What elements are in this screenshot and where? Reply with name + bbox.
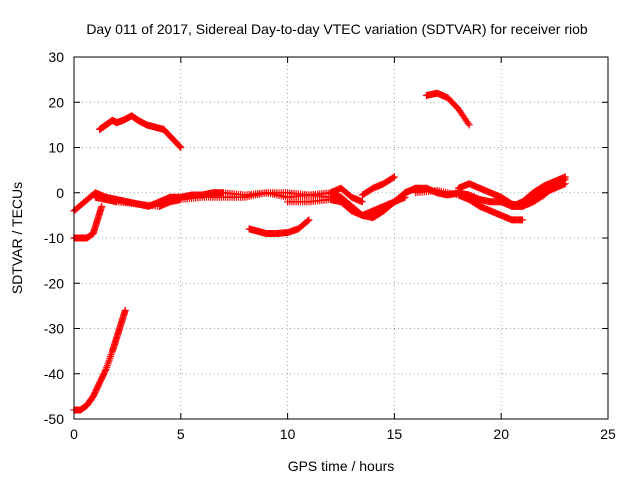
series-arc-high-right [422,89,473,129]
y-tick-label: -50 [44,411,64,427]
data-point [465,121,473,129]
x-tick-label: 15 [387,426,403,442]
data-points [70,89,569,414]
data-point [101,367,109,375]
x-tick-label: 0 [70,426,78,442]
y-tick-label: -40 [44,366,64,382]
x-tick-label: 5 [177,426,185,442]
y-axis-label: SDTVAR / TECUs [9,182,25,294]
y-tick-label: -30 [44,321,64,337]
y-tick-label: 30 [48,49,64,65]
data-point [358,198,366,206]
series-arc-rise-15 [358,173,398,199]
series-arc-bump [326,189,409,222]
data-point [176,143,184,151]
data-point [98,202,106,210]
data-point [389,174,397,182]
series-arc-mid-dip [245,216,313,237]
data-point [177,144,185,151]
data-point [305,216,313,224]
x-axis-label: GPS time / hours [288,458,395,474]
data-point [561,173,569,181]
x-tick-label: 25 [600,426,616,442]
y-tick-label: 0 [56,185,64,201]
chart-title: Day 011 of 2017, Sidereal Day-to-day VTE… [86,21,588,37]
grid-lines [74,57,608,419]
axis-ticks: 0 5 10 15 20 25 -50 -40 -30 -20 -10 0 10 20 30 [44,49,616,442]
series-arc-right-d [508,173,569,210]
x-tick-label: 10 [280,426,296,442]
plot-frame [73,56,609,420]
x-tick-label: 20 [493,426,509,442]
data-point [464,119,472,127]
y-tick-label: 20 [48,94,64,110]
data-point [304,217,312,225]
series-arc-descending-high [96,112,185,151]
y-tick-label: 10 [48,140,64,156]
data-point [121,306,129,314]
series-arc-low-start [70,202,106,242]
y-tick-label: -10 [44,230,64,246]
data-point [390,173,398,181]
y-tick-label: -20 [44,275,64,291]
series-arc-right-b [412,186,527,224]
data-point [519,216,527,224]
